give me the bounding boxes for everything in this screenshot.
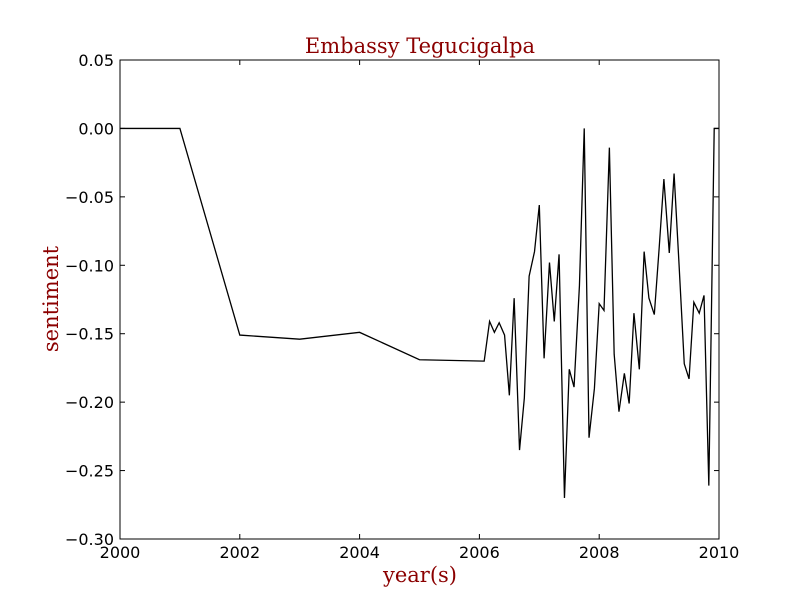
y-tick-label: −0.05	[65, 188, 114, 207]
x-tick-label: 2008	[579, 543, 620, 562]
y-tick-label: −0.20	[65, 393, 114, 412]
plot-area: 2000 2002 2004 2006 2008 2010 0.05 0.00 −0.05 −0.…	[65, 51, 739, 562]
y-axis-label: sentiment	[39, 245, 63, 352]
x-tick-label: 2010	[699, 543, 740, 562]
x-tick-label: 2000	[100, 543, 141, 562]
y-tick-label: −0.15	[65, 325, 114, 344]
series-line-0	[120, 127, 719, 498]
y-tick-label: −0.25	[65, 462, 114, 481]
x-tick-label: 2006	[459, 543, 500, 562]
x-axis-label: year(s)	[382, 563, 457, 587]
y-tick-label: 0.00	[78, 119, 114, 138]
chart-title: Embassy Tegucigalpa	[305, 34, 535, 58]
x-tick-label: 2004	[339, 543, 380, 562]
y-tick-label: −0.10	[65, 256, 114, 275]
plot-frame	[119, 59, 720, 540]
y-tick-label: 0.05	[78, 51, 114, 70]
x-tick-label: 2002	[219, 543, 260, 562]
y-tick-label: −0.30	[65, 530, 114, 549]
